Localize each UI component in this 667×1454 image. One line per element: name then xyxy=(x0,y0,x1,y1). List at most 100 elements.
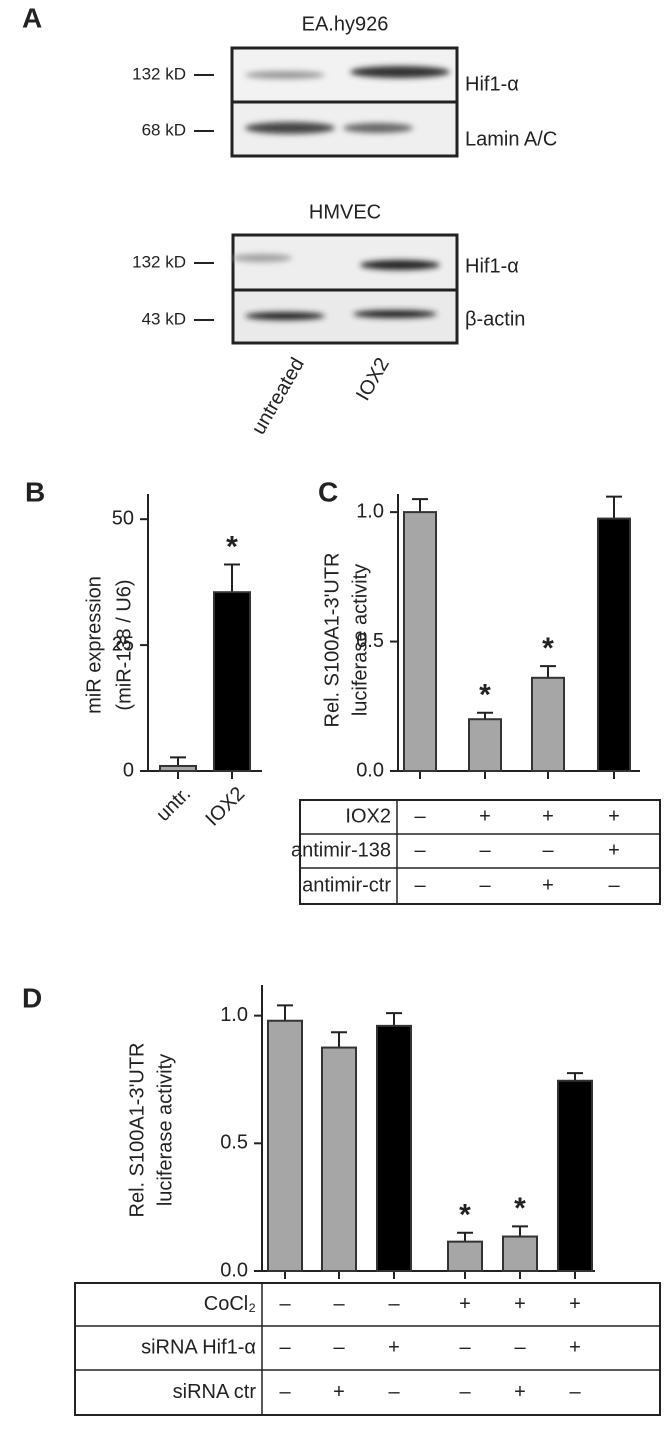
error-bar xyxy=(412,498,428,513)
condition-sign: – xyxy=(388,1293,400,1315)
band xyxy=(245,122,335,134)
significance: * xyxy=(226,530,238,563)
cell-line: EA.hy926 xyxy=(302,13,389,35)
table-border xyxy=(74,1282,661,1416)
band xyxy=(245,71,325,79)
condition-sign: – xyxy=(414,874,426,896)
panel-label: C xyxy=(318,476,338,507)
y-tick-label: 0.0 xyxy=(356,759,384,781)
condition-sign: – xyxy=(608,874,620,896)
condition-sign: + xyxy=(479,805,491,827)
condition-sign: – xyxy=(514,1336,526,1358)
y-axis-label: luciferase activity xyxy=(349,564,371,716)
significance: * xyxy=(459,1199,471,1232)
protein: β-actin xyxy=(465,308,525,330)
condition-sign: + xyxy=(388,1336,400,1358)
band xyxy=(360,260,440,270)
condition-sign: – xyxy=(414,839,426,861)
band xyxy=(343,123,413,133)
y-tick-label: 50 xyxy=(112,507,134,529)
bar xyxy=(321,1046,357,1272)
row-label: siRNA ctr xyxy=(173,1381,257,1403)
y-tick-label: 25 xyxy=(112,633,134,655)
condition-sign: – xyxy=(279,1293,291,1315)
y-tick-label: 0 xyxy=(123,759,134,781)
condition-sign: – xyxy=(279,1336,291,1358)
condition-sign: – xyxy=(414,805,426,827)
bar xyxy=(213,591,251,773)
band xyxy=(245,312,325,320)
bar xyxy=(159,764,197,772)
condition-sign: – xyxy=(542,839,554,861)
condition-sign: – xyxy=(279,1381,291,1403)
lane-label: IOX2 xyxy=(352,354,394,404)
row-label: antimir-138 xyxy=(291,839,391,861)
condition-sign: + xyxy=(608,839,620,861)
condition-sign: + xyxy=(542,805,554,827)
protein: Hif1-α xyxy=(465,73,519,95)
error-bar xyxy=(606,495,622,519)
protein: Lamin A/C xyxy=(465,128,557,150)
bar xyxy=(557,1079,593,1272)
y-axis-label: miR expression xyxy=(83,576,105,714)
y-axis-label: (miR-138 / U6) xyxy=(113,579,135,710)
condition-sign: – xyxy=(459,1381,471,1403)
bar xyxy=(597,517,631,772)
condition-sign: + xyxy=(542,874,554,896)
condition-sign: + xyxy=(569,1336,581,1358)
significance: * xyxy=(479,679,491,712)
bar xyxy=(403,511,437,773)
row-label: antimir-ctr xyxy=(302,874,391,896)
y-axis-label: Rel. S100A1-3'UTR xyxy=(126,1043,148,1218)
condition-sign: – xyxy=(479,874,491,896)
panel-label: A xyxy=(22,2,42,33)
error-bar xyxy=(477,711,493,720)
error-bar xyxy=(331,1031,347,1048)
significance: * xyxy=(542,632,554,665)
condition-sign: – xyxy=(333,1293,345,1315)
y-tick-label: 1.0 xyxy=(220,1004,248,1026)
error-bar xyxy=(277,1004,293,1021)
condition-sign: – xyxy=(569,1381,581,1403)
band xyxy=(350,66,450,78)
condition-sign: + xyxy=(333,1381,345,1403)
panel-label: B xyxy=(25,476,45,507)
y-axis-label: Rel. S100A1-3'UTR xyxy=(321,553,343,728)
bar xyxy=(468,718,502,773)
y-tick-label: 0.5 xyxy=(220,1132,248,1154)
table-border xyxy=(299,799,661,905)
bar xyxy=(376,1024,412,1273)
error-bar xyxy=(224,563,240,593)
bar xyxy=(447,1240,483,1272)
y-axis-label: luciferase activity xyxy=(154,1054,176,1206)
condition-sign: + xyxy=(514,1381,526,1403)
condition-sign: + xyxy=(569,1293,581,1315)
marker: 43 kD xyxy=(142,309,186,328)
condition-sign: – xyxy=(479,839,491,861)
row-label: CoCl₂ xyxy=(204,1293,256,1315)
error-bar xyxy=(170,756,186,766)
condition-sign: + xyxy=(514,1293,526,1315)
band xyxy=(353,310,437,318)
condition-sign: – xyxy=(333,1336,345,1358)
condition-sign: – xyxy=(388,1381,400,1403)
error-bar xyxy=(457,1231,473,1242)
error-bar xyxy=(540,665,556,678)
error-bar xyxy=(567,1072,583,1081)
error-bar xyxy=(386,1012,402,1026)
x-tick-label: untr. xyxy=(152,783,195,826)
band xyxy=(232,254,292,262)
y-tick-label: 1.0 xyxy=(356,500,384,522)
condition-sign: + xyxy=(459,1293,471,1315)
panel-label: D xyxy=(22,982,42,1013)
significance: * xyxy=(514,1192,526,1225)
lane-label: untreated xyxy=(248,354,309,438)
bar xyxy=(531,676,565,772)
cell-line: HMVEC xyxy=(309,201,381,223)
y-tick-label: 0.5 xyxy=(356,630,384,652)
bar xyxy=(502,1235,538,1272)
x-tick-label: IOX2 xyxy=(201,783,249,831)
y-tick-label: 0.0 xyxy=(220,1259,248,1281)
marker: 132 kD xyxy=(132,252,186,271)
